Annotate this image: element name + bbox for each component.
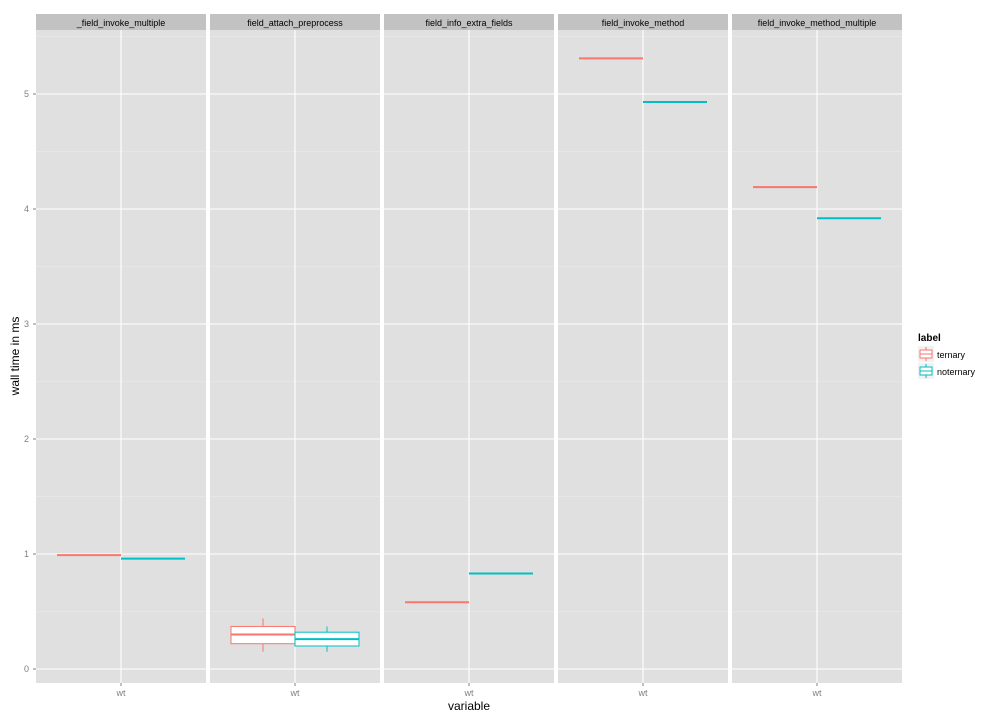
facet-label: field_info_extra_fields bbox=[425, 18, 513, 28]
y-tick-label: 1 bbox=[24, 549, 29, 559]
y-axis-title: wall time in ms bbox=[8, 317, 22, 397]
facet-strip bbox=[210, 14, 380, 30]
legend-label-noternary: noternary bbox=[937, 367, 976, 377]
x-tick-label: wt bbox=[638, 688, 648, 698]
legend: ternary noternary bbox=[918, 346, 976, 379]
x-tick-label: wt bbox=[812, 688, 822, 698]
facet-label: field_attach_preprocess bbox=[247, 18, 343, 28]
y-tick-label: 5 bbox=[24, 89, 29, 99]
y-tick-label: 0 bbox=[24, 664, 29, 674]
facet-label: field_invoke_method bbox=[602, 18, 685, 28]
facet-label: field_invoke_method_multiple bbox=[758, 18, 877, 28]
facet-strip bbox=[732, 14, 902, 30]
facet-strip bbox=[558, 14, 728, 30]
y-tick-label: 3 bbox=[24, 319, 29, 329]
x-tick-label: wt bbox=[464, 688, 474, 698]
facet-strip bbox=[384, 14, 554, 30]
facet-strip bbox=[36, 14, 206, 30]
x-axis-title: variable bbox=[448, 699, 490, 713]
legend-label-ternary: ternary bbox=[937, 350, 966, 360]
facet-label: _field_invoke_multiple bbox=[76, 18, 166, 28]
x-tick-label: wt bbox=[290, 688, 300, 698]
y-tick-label: 2 bbox=[24, 434, 29, 444]
x-tick-label: wt bbox=[116, 688, 126, 698]
y-tick-label: 4 bbox=[24, 204, 29, 214]
legend-title: label bbox=[918, 333, 941, 344]
